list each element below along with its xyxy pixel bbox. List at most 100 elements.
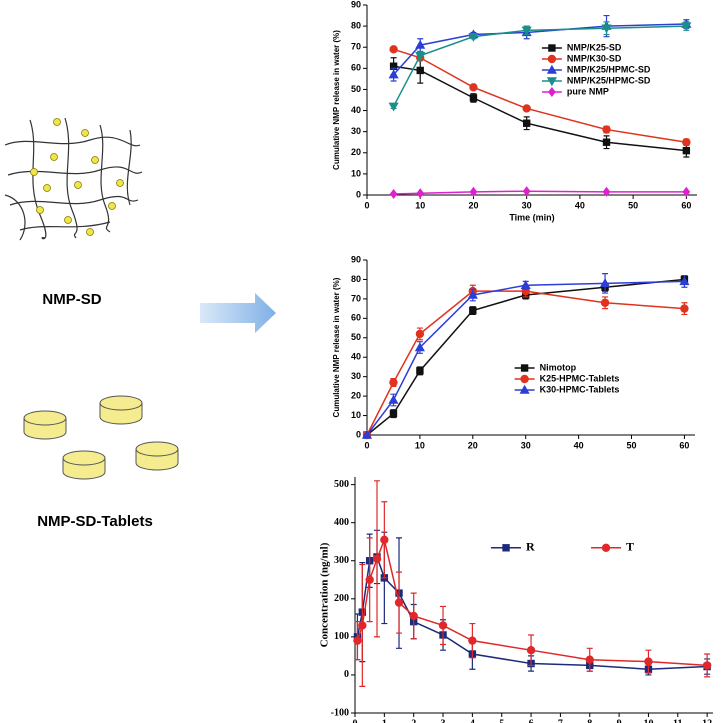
tablets-label: NMP-SD-Tablets <box>37 513 153 530</box>
polymer-network <box>4 117 143 241</box>
marker <box>526 645 536 655</box>
marker <box>467 289 478 299</box>
x-tick-label: 2 <box>411 718 416 723</box>
marker <box>602 138 611 146</box>
x-tick-label: 8 <box>587 718 592 723</box>
legend-marker <box>546 77 557 87</box>
marker <box>679 276 690 286</box>
legend-marker <box>520 374 529 384</box>
x-tick-label: 1 <box>382 718 387 723</box>
marker <box>438 621 448 630</box>
legend-label: NMP/K25/HPMC-SD <box>567 75 651 85</box>
chart: -10001002003004005000123456789101112Time… <box>319 477 713 723</box>
marker <box>469 306 477 315</box>
sd-label: NMP-SD <box>42 291 101 308</box>
y-tick-label: 0 <box>344 669 349 680</box>
series-line <box>366 290 685 436</box>
legend-label: Nimotop <box>540 362 577 372</box>
x-tick-label: 10 <box>643 718 653 723</box>
x-tick-label: 60 <box>681 200 691 210</box>
y-tick-label: 400 <box>334 517 349 528</box>
marker <box>601 24 612 34</box>
x-tick-label: 12 <box>702 718 712 723</box>
y-tick-label: 0 <box>356 429 361 439</box>
marker <box>415 329 425 339</box>
marker <box>358 621 367 630</box>
legend-marker <box>520 364 529 372</box>
legend-marker <box>548 44 556 52</box>
y-tick-label: 500 <box>334 479 349 490</box>
y-tick-label: 70 <box>351 293 361 303</box>
marker <box>469 83 478 92</box>
y-tick-label: 80 <box>351 274 361 284</box>
y-tick-label: 300 <box>334 555 349 566</box>
marker <box>522 119 531 127</box>
x-tick-label: 6 <box>529 718 534 723</box>
x-tick-label: 3 <box>441 718 446 723</box>
series-line <box>393 65 687 152</box>
y-tick-label: 20 <box>351 390 361 400</box>
x-tick-label: 50 <box>627 440 637 450</box>
marker <box>644 657 653 666</box>
y-tick-label: 30 <box>351 126 361 136</box>
series-line <box>393 190 687 195</box>
legend-marker <box>502 544 510 552</box>
marker <box>468 636 477 645</box>
marker <box>389 188 398 199</box>
marker <box>365 575 374 584</box>
x-tick-label: 5 <box>499 718 504 723</box>
legend-marker <box>519 384 530 394</box>
y-tick-label: 90 <box>351 0 361 9</box>
y-tick-label: 60 <box>351 313 361 323</box>
marker <box>521 26 532 36</box>
marker <box>414 342 425 352</box>
marker <box>416 66 424 75</box>
chart: 0 10 20 30 40 50 60 70 80 90 0 10 20 30 40 50 60 Time (mi… <box>332 0 697 222</box>
marker <box>600 278 611 288</box>
x-tick-label: 11 <box>673 718 682 723</box>
tablets <box>23 395 179 480</box>
x-tick-label: 20 <box>468 440 478 450</box>
marker <box>682 146 691 155</box>
legend-marker <box>547 54 557 64</box>
marker <box>388 394 399 404</box>
y-axis-label: Cumulative NMP release in water (%) <box>332 277 341 417</box>
y-tick-label: 40 <box>351 352 361 362</box>
x-tick-label: 0 <box>364 200 369 210</box>
series-line <box>393 48 687 143</box>
y-tick-label: 100 <box>334 631 349 642</box>
marker <box>416 188 425 199</box>
marker <box>388 102 399 112</box>
y-tick-label: 20 <box>351 147 361 157</box>
x-axis-label: Time (min) <box>509 212 554 222</box>
arrow <box>200 293 276 333</box>
y-tick-label: 50 <box>351 332 361 342</box>
y-axis-label: Cumulative NMP release in water (%) <box>332 30 341 170</box>
x-tick-label: 10 <box>415 200 425 210</box>
y-tick-label: 60 <box>351 63 361 73</box>
marker <box>394 598 404 607</box>
x-tick-label: 60 <box>679 440 689 450</box>
legend-label: K30-HPMC-Tablets <box>540 384 620 394</box>
legend-marker <box>601 543 611 552</box>
legend-label: T <box>626 540 634 554</box>
marker <box>380 535 389 545</box>
marker <box>469 186 478 197</box>
legend-marker <box>546 64 557 74</box>
x-tick-label: 30 <box>522 200 532 210</box>
x-tick-label: 40 <box>574 440 584 450</box>
legend-label: R <box>526 540 535 554</box>
marker <box>415 39 426 49</box>
x-tick-label: 7 <box>558 718 563 723</box>
marker <box>409 611 418 621</box>
marker <box>681 22 692 32</box>
x-tick-label: 30 <box>521 440 531 450</box>
marker <box>522 186 531 197</box>
marker <box>602 125 611 134</box>
x-tick-label: 20 <box>468 200 478 210</box>
y-tick-label: 10 <box>351 410 361 420</box>
x-tick-label: 10 <box>415 440 425 450</box>
y-tick-label: 90 <box>351 254 361 264</box>
legend-label: NMP/K30-SD <box>567 53 622 63</box>
y-tick-label: 30 <box>351 371 361 381</box>
